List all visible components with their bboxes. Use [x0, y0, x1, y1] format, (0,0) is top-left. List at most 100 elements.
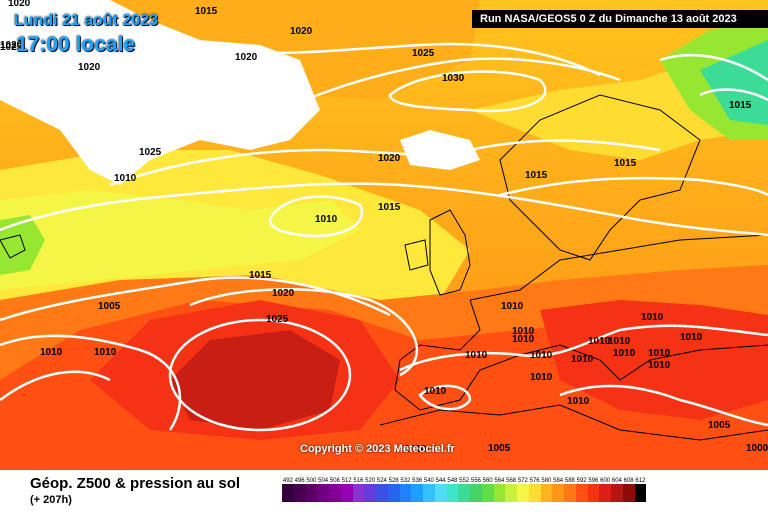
- legend-labels: 492 496 500 504 508 512 516 520 524 528 532 536 540 5…: [282, 478, 752, 484]
- iso-label: 1015: [378, 202, 401, 213]
- legend-swatch: [634, 484, 647, 502]
- iso-label: 1020: [8, 0, 31, 9]
- iso-label: 1020: [0, 40, 23, 51]
- legend-swatch: [446, 484, 459, 502]
- legend-value: 544: [435, 478, 446, 484]
- legend-swatch: [399, 484, 412, 502]
- iso-label: 1015: [614, 158, 637, 169]
- legend-swatch: [552, 484, 564, 502]
- iso-label: 1010: [680, 332, 703, 343]
- isobar-1025: [239, 57, 621, 141]
- legend-value: 520: [365, 478, 376, 484]
- iso-label: 1010: [567, 396, 590, 407]
- field-teal-ne: [700, 40, 768, 125]
- iso-label: 1015: [195, 6, 218, 17]
- legend-value: 548: [447, 478, 458, 484]
- weather-map: 1020 1015 1020 1025 1020 1020 1025 1030 …: [0, 0, 768, 470]
- field-green-west: [0, 215, 45, 275]
- legend-value: 492: [282, 478, 293, 484]
- legend-value: 600: [600, 478, 611, 484]
- copyright-notice: Copyright © 2023 Meteociel.fr: [300, 443, 455, 455]
- legend-swatch: [470, 484, 482, 502]
- isobar-1020-mid: [109, 139, 661, 187]
- map-canvas: 1020 1015 1020 1025 1020 1020 1025 1030 …: [0, 0, 768, 470]
- isobar-1010-med: [399, 324, 768, 372]
- legend-swatch: [364, 484, 376, 502]
- iso-label: 1010: [512, 326, 535, 337]
- land-britain: [429, 209, 471, 296]
- legend-swatch: [564, 484, 576, 502]
- legend-value: 588: [564, 478, 575, 484]
- legend-value: 580: [541, 478, 552, 484]
- legend-swatch: [317, 484, 329, 502]
- isobar-1010-iberia: [418, 384, 472, 411]
- iso-label: 1010: [530, 372, 553, 383]
- field-high-core: [170, 330, 340, 430]
- legend-value: 528: [388, 478, 399, 484]
- iso-label: 1020: [78, 62, 101, 73]
- iso-label: 1030: [442, 73, 465, 84]
- isobar-1015-north-sea: [499, 176, 768, 197]
- iso-label: 1015: [729, 100, 752, 111]
- legend-swatch: [293, 484, 306, 502]
- isobar-1005-east: [559, 384, 768, 427]
- legend-swatch: [411, 484, 423, 502]
- color-scale-legend: 492 496 500 504 508 512 516 520 524 528 532 536 540 5…: [282, 478, 752, 502]
- isobar-1015: [0, 182, 768, 237]
- field-pale-yellow: [0, 190, 360, 290]
- isobar-1010-west: [0, 334, 182, 431]
- isobar-1020-north: [0, 17, 601, 77]
- iso-label: 1010: [114, 173, 137, 184]
- iso-label: 1010: [641, 312, 664, 323]
- legend-value: 504: [318, 478, 329, 484]
- iso-label: 1010: [608, 336, 631, 347]
- map-title: Géop. Z500 & pression au sol: [30, 475, 241, 492]
- iso-label: 1020: [272, 288, 295, 299]
- legend-value: 564: [494, 478, 505, 484]
- iso-label: 1010: [404, 444, 427, 455]
- iso-label: 1005: [98, 301, 121, 312]
- forecast-date: Lundi 21 août 2023: [14, 12, 159, 29]
- legend-value: 560: [482, 478, 493, 484]
- iso-label: 1010: [501, 301, 524, 312]
- legend-swatch: [493, 484, 506, 502]
- iso-label: 1020: [235, 52, 258, 63]
- legend-swatch: [423, 484, 435, 502]
- iso-label: 1010: [648, 348, 671, 359]
- legend-swatch: [517, 484, 529, 502]
- legend-swatch: [329, 484, 341, 502]
- legend-value: 572: [517, 478, 528, 484]
- legend-swatch: [305, 484, 318, 502]
- legend-value: 508: [329, 478, 340, 484]
- legend-value: 540: [423, 478, 434, 484]
- land-africa-coast: [379, 404, 768, 441]
- iso-label: 1010: [315, 214, 338, 225]
- legend-swatch: [376, 484, 388, 502]
- forecast-time: 17:00 locale: [16, 33, 136, 56]
- legend-swatch: [481, 484, 494, 502]
- isobars: [0, 17, 768, 432]
- land-iceland: [400, 130, 480, 170]
- legend-swatch: [540, 484, 553, 502]
- legend-value: 500: [306, 478, 317, 484]
- iso-label: 1020: [378, 153, 401, 164]
- isobar-ne: [659, 54, 768, 102]
- iso-label: 1010: [465, 350, 488, 361]
- legend-value: 536: [412, 478, 423, 484]
- legend-value: 524: [376, 478, 387, 484]
- isobar-1020-south: [189, 288, 418, 377]
- iso-label: 1010: [613, 348, 636, 359]
- legend-swatch: [575, 484, 588, 502]
- legend-value: 496: [294, 478, 305, 484]
- isobar-labels: 1020 1015 1020 1025 1020 1020 1025 1030 …: [0, 0, 768, 455]
- legend-swatch: [587, 484, 600, 502]
- land-scandinavia: [499, 94, 701, 261]
- legend-swatches: [282, 484, 752, 502]
- iso-label: 1025: [0, 42, 23, 53]
- legend-swatch: [622, 484, 635, 502]
- iso-label: 1010: [588, 336, 611, 347]
- iso-label: 1005: [488, 443, 511, 454]
- iso-label: 1000: [746, 443, 768, 454]
- land-north-america: [0, 234, 26, 259]
- legend-value: 516: [353, 478, 364, 484]
